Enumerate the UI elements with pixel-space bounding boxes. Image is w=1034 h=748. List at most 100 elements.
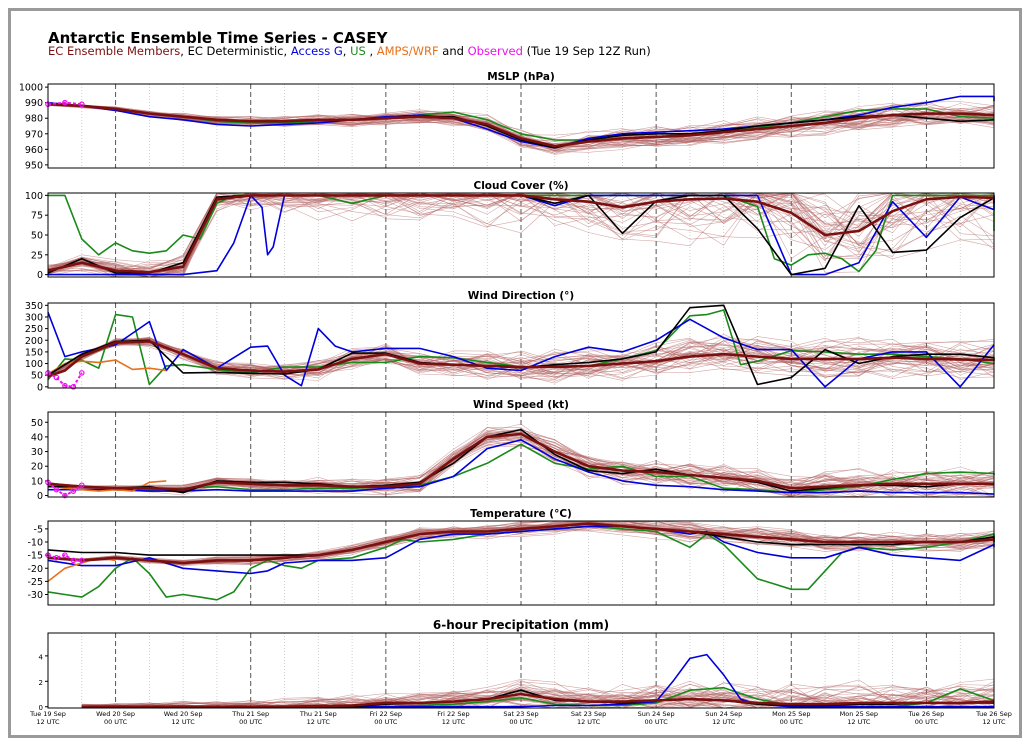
y-tick-label: 30 [31, 447, 43, 458]
x-tick-label: 00 UTC [104, 718, 128, 726]
x-tick-label: 12 UTC [577, 718, 601, 726]
observed-point [78, 101, 85, 108]
y-tick-label: 10 [31, 476, 43, 487]
x-tick-label: Wed 20 Sep [164, 710, 203, 718]
observed-point [62, 552, 68, 558]
observed-point [70, 488, 77, 494]
y-tick-label: 0 [37, 382, 43, 393]
x-tick-label: Tue 19 Sep [29, 710, 66, 718]
ensemble-member-line [47, 337, 995, 376]
x-tick-label: 12 UTC [712, 718, 736, 726]
x-tick-label: 00 UTC [915, 718, 939, 726]
legend-text: Access G [290, 44, 343, 58]
y-tick-label: 990 [25, 98, 43, 109]
ensemble-member-line [47, 336, 995, 376]
observed-point [78, 557, 85, 564]
panel-title: Cloud Cover (%) [473, 180, 568, 192]
observed-point [78, 370, 85, 376]
legend-text: , [283, 44, 291, 58]
y-tick-label: 50 [31, 418, 43, 429]
x-tick-label: Fri 22 Sep [370, 710, 402, 718]
y-tick-label: 1000 [19, 83, 43, 94]
y-tick-label: 0 [37, 270, 43, 281]
y-tick-label: 350 [25, 301, 43, 312]
ensemble-member-line [47, 520, 995, 566]
legend-text: (Tue 19 Sep 12Z Run) [522, 44, 651, 58]
y-tick-label: 0 [39, 704, 43, 712]
ensemble-member-line [47, 192, 994, 273]
observed-point [62, 492, 68, 499]
x-tick-label: 00 UTC [374, 718, 398, 726]
panel-title: Wind Direction (°) [468, 290, 574, 302]
ensemble-mean-line [47, 522, 995, 565]
legend-subtitle: EC Ensemble Members, EC Deterministic, A… [48, 44, 651, 58]
ensemble-member-line [47, 192, 995, 273]
observed-point [78, 482, 85, 489]
panel-frame [47, 520, 995, 606]
legend-text: AMPS/WRF [376, 44, 439, 58]
ensemble-mean-line [47, 340, 995, 378]
y-tick-label: 150 [25, 347, 43, 358]
y-tick-label: 980 [25, 114, 43, 125]
y-tick-label: -5 [34, 524, 43, 535]
y-tick-label: 970 [25, 129, 43, 140]
x-tick-label: 00 UTC [509, 718, 533, 726]
x-tick-label: Fri 22 Sep [437, 710, 469, 718]
observed-line [47, 372, 83, 388]
x-tick-label: 12 UTC [442, 718, 466, 726]
ensemble-member-line [47, 103, 995, 147]
x-tick-label: 12 UTC [982, 718, 1006, 726]
x-tick-label: 12 UTC [172, 718, 196, 726]
y-tick-label: 20 [31, 462, 43, 473]
y-tick-label: 100 [25, 359, 43, 370]
y-tick-label: 300 [25, 312, 43, 323]
ensemble-member-line [47, 338, 995, 376]
x-tick-label: Mon 25 Sep [772, 710, 810, 718]
amps-wrf-line [47, 480, 167, 492]
access-g-line [47, 312, 995, 388]
y-tick-label: 950 [25, 160, 43, 171]
y-tick-label: 50 [31, 371, 43, 382]
x-tick-label: Tue 26 Sep [975, 710, 1012, 718]
x-tick-label: Wed 20 Sep [96, 710, 135, 718]
observed-point [70, 557, 77, 564]
y-tick-label: 0 [37, 491, 43, 502]
observed-line [47, 101, 82, 106]
panel-frame [47, 302, 995, 389]
observed-point [62, 99, 68, 106]
panel-title: Temperature (°C) [470, 508, 572, 520]
observed-point [53, 486, 60, 493]
observed-point [53, 554, 60, 561]
x-tick-label: 00 UTC [645, 718, 669, 726]
y-tick-label: 40 [31, 432, 43, 443]
panel-title: Wind Speed (kt) [473, 399, 569, 411]
ensemble-member-line [47, 104, 995, 152]
x-tick-label: 00 UTC [239, 718, 263, 726]
x-tick-label: Sun 24 Sep [705, 710, 742, 718]
observed-point [70, 384, 77, 390]
x-tick-label: 12 UTC [36, 718, 60, 726]
y-tick-label: 960 [25, 145, 43, 156]
ensemble-mean-line [81, 692, 995, 708]
y-tick-label: 25 [31, 250, 43, 261]
ensemble-member-line [81, 682, 995, 709]
x-tick-label: Sat 23 Sep [571, 710, 606, 718]
y-tick-label: 75 [31, 211, 43, 222]
panel-frame [47, 83, 995, 169]
ensemble-member-line [81, 678, 995, 709]
panel-frame [47, 632, 995, 709]
ensemble-mean-line [47, 102, 995, 148]
ensemble-member-line [47, 523, 995, 565]
y-tick-label: 50 [31, 231, 43, 242]
y-tick-label: -20 [27, 564, 43, 575]
y-tick-label: 4 [39, 653, 44, 661]
y-tick-label: 200 [25, 336, 43, 347]
y-tick-label: -25 [27, 577, 43, 588]
access-g-line [47, 525, 995, 575]
x-tick-label: Mon 25 Sep [840, 710, 878, 718]
y-tick-label: 100 [25, 191, 43, 202]
x-tick-label: Thu 21 Sep [299, 710, 337, 718]
x-tick-label: Thu 21 Sep [231, 710, 269, 718]
panel-title: 6-hour Precipitation (mm) [433, 618, 609, 632]
